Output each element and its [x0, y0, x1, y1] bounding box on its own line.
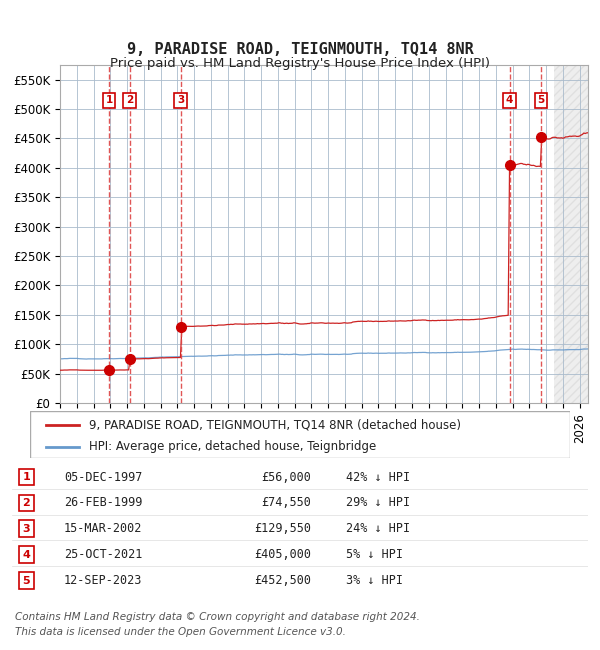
- Text: 9, PARADISE ROAD, TEIGNMOUTH, TQ14 8NR: 9, PARADISE ROAD, TEIGNMOUTH, TQ14 8NR: [127, 42, 473, 57]
- Text: 29% ↓ HPI: 29% ↓ HPI: [346, 497, 410, 510]
- Text: Price paid vs. HM Land Registry's House Price Index (HPI): Price paid vs. HM Land Registry's House …: [110, 57, 490, 70]
- Text: 9, PARADISE ROAD, TEIGNMOUTH, TQ14 8NR (detached house): 9, PARADISE ROAD, TEIGNMOUTH, TQ14 8NR (…: [89, 418, 461, 431]
- Text: 26-FEB-1999: 26-FEB-1999: [64, 497, 142, 510]
- Text: 2: 2: [126, 96, 133, 105]
- Text: 4: 4: [506, 96, 513, 105]
- Text: 05-DEC-1997: 05-DEC-1997: [64, 471, 142, 484]
- Text: 1: 1: [23, 472, 30, 482]
- Text: 15-MAR-2002: 15-MAR-2002: [64, 523, 142, 536]
- Text: Contains HM Land Registry data © Crown copyright and database right 2024.: Contains HM Land Registry data © Crown c…: [15, 612, 420, 622]
- Text: 4: 4: [22, 550, 31, 560]
- Text: £129,550: £129,550: [254, 523, 311, 536]
- Text: 5% ↓ HPI: 5% ↓ HPI: [346, 548, 403, 561]
- Text: 3% ↓ HPI: 3% ↓ HPI: [346, 574, 403, 587]
- Text: £452,500: £452,500: [254, 574, 311, 587]
- Text: 12-SEP-2023: 12-SEP-2023: [64, 574, 142, 587]
- Text: £74,550: £74,550: [262, 497, 311, 510]
- Text: £405,000: £405,000: [254, 548, 311, 561]
- Bar: [554, 65, 588, 403]
- FancyBboxPatch shape: [30, 411, 570, 458]
- Text: 3: 3: [177, 96, 184, 105]
- Text: 24% ↓ HPI: 24% ↓ HPI: [346, 523, 410, 536]
- Text: 1: 1: [106, 96, 113, 105]
- Text: This data is licensed under the Open Government Licence v3.0.: This data is licensed under the Open Gov…: [15, 627, 346, 636]
- Text: 5: 5: [538, 96, 545, 105]
- Text: 2: 2: [23, 498, 30, 508]
- Text: £56,000: £56,000: [262, 471, 311, 484]
- Text: 25-OCT-2021: 25-OCT-2021: [64, 548, 142, 561]
- Text: 42% ↓ HPI: 42% ↓ HPI: [346, 471, 410, 484]
- Text: 5: 5: [23, 575, 30, 586]
- Text: HPI: Average price, detached house, Teignbridge: HPI: Average price, detached house, Teig…: [89, 440, 377, 453]
- Text: 3: 3: [23, 524, 30, 534]
